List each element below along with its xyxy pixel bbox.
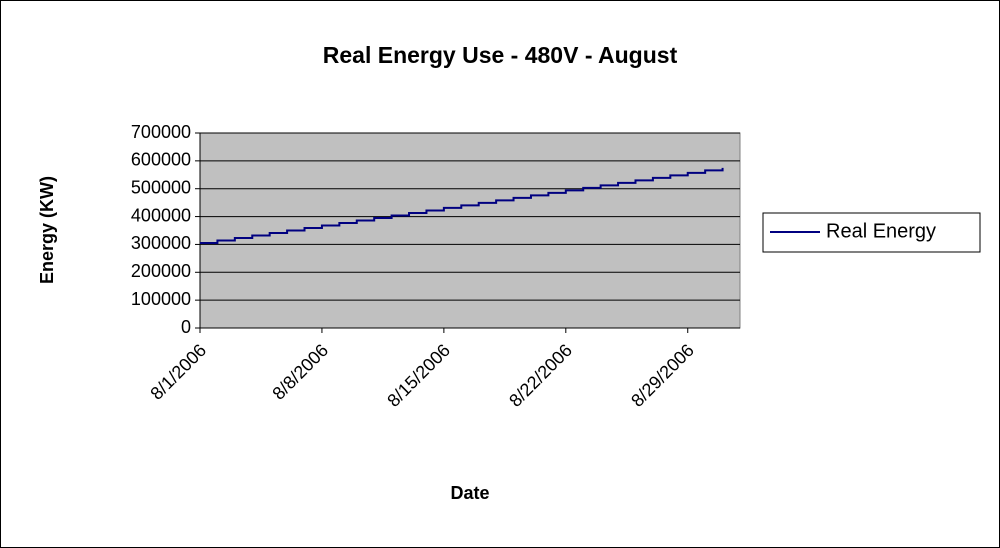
y-tick-label: 200000 — [131, 261, 191, 281]
y-tick-label: 400000 — [131, 205, 191, 225]
y-tick-label: 300000 — [131, 233, 191, 253]
data-line — [200, 167, 724, 245]
y-tick-label: 500000 — [131, 177, 191, 197]
y-axis-label: Energy (KW) — [37, 176, 57, 284]
y-tick-label: 0 — [181, 317, 191, 337]
chart-title: Real Energy Use - 480V - August — [323, 42, 678, 68]
y-tick-label: 600000 — [131, 150, 191, 170]
plot-area — [199, 132, 741, 329]
x-axis-label: Date — [450, 483, 489, 503]
y-tick-label: 100000 — [131, 289, 191, 309]
legend-label: Real Energy — [826, 220, 936, 242]
y-tick-label: 700000 — [131, 122, 191, 142]
